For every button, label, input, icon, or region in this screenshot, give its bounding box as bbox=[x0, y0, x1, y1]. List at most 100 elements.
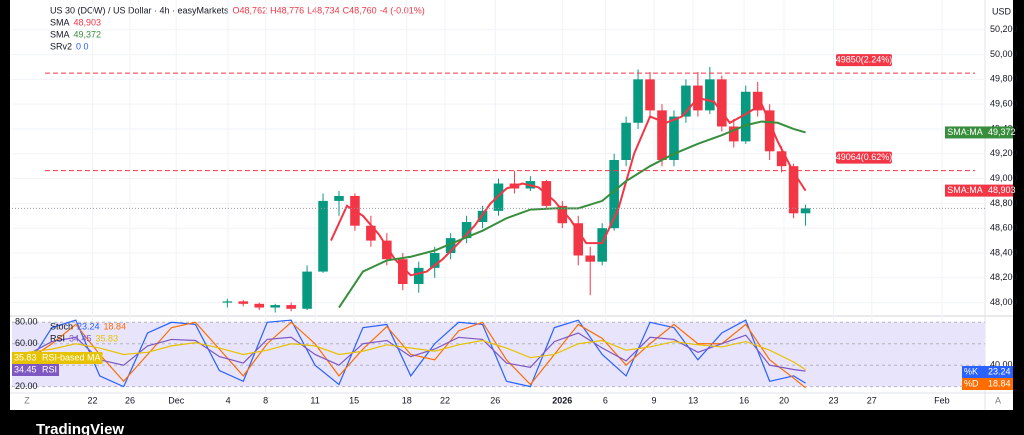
candle-body bbox=[382, 240, 392, 260]
y-tick-label: 49,600 bbox=[990, 99, 1018, 109]
ohlc-value: O48,762 bbox=[233, 5, 268, 15]
x-tick-label: 26 bbox=[490, 395, 500, 405]
candle-body bbox=[429, 252, 440, 268]
x-tick-label: 22 bbox=[440, 395, 450, 405]
sma-price: 49,372 bbox=[988, 127, 1016, 137]
level-label: 49850(2.24%) bbox=[836, 55, 893, 65]
candle-body bbox=[728, 126, 739, 142]
y-tick-label: 49,000 bbox=[990, 173, 1018, 183]
sma-line bbox=[330, 96, 807, 277]
x-tick-label: 4 bbox=[226, 395, 231, 405]
series-tag-box bbox=[40, 352, 103, 364]
candle-body bbox=[445, 238, 456, 253]
x-tick-label: 20 bbox=[779, 395, 789, 405]
legend-value: 0 0 bbox=[76, 41, 89, 51]
legend-name: Stoch bbox=[50, 321, 73, 331]
y-tick-label: 49,200 bbox=[990, 148, 1018, 158]
series-tag: %D bbox=[964, 378, 979, 388]
candle-body bbox=[366, 225, 376, 241]
candle-body bbox=[752, 91, 763, 111]
series-tag: RSI-based MA bbox=[42, 352, 101, 362]
x-tick-label: 15 bbox=[349, 395, 359, 405]
value-box-label: 34.45 bbox=[14, 364, 37, 374]
brand: TradingView bbox=[36, 421, 124, 435]
candle-body bbox=[585, 255, 596, 262]
candle-body bbox=[254, 303, 265, 308]
series-tag-box bbox=[962, 366, 985, 378]
legend-value: 23.24 bbox=[77, 321, 100, 331]
x-tick-label: Dec bbox=[168, 395, 185, 405]
x-tick-label: 27 bbox=[867, 395, 877, 405]
y-tick-label: 80.00 bbox=[15, 317, 38, 327]
timezone-button[interactable]: Z bbox=[24, 395, 30, 405]
series-tag-box bbox=[962, 378, 985, 390]
series-tag: %K bbox=[964, 366, 978, 376]
legend-value: 18.84 bbox=[104, 321, 127, 331]
indicator-line bbox=[27, 339, 806, 371]
y-tick-label: 50,200 bbox=[990, 24, 1018, 34]
auto-button[interactable]: A bbox=[995, 395, 1001, 405]
candle-body bbox=[334, 195, 344, 201]
x-tick-label: 18 bbox=[402, 395, 412, 405]
candle-body bbox=[669, 116, 679, 160]
candle-body bbox=[477, 210, 488, 222]
y-tick-label: 48,400 bbox=[990, 247, 1018, 257]
candle-body bbox=[398, 259, 408, 284]
value-box-label: 23.24 bbox=[988, 366, 1011, 376]
legend-value: 48,903 bbox=[74, 17, 102, 27]
y-tick-label: 49,800 bbox=[990, 74, 1018, 84]
candle-body bbox=[633, 79, 643, 123]
currency: USD bbox=[992, 6, 1012, 16]
indicator-line bbox=[27, 332, 806, 372]
candle-body bbox=[573, 223, 584, 256]
candle-body bbox=[597, 228, 607, 262]
sma-price: 48,903 bbox=[988, 185, 1016, 195]
legend-value: 49,372 bbox=[74, 29, 102, 39]
y-tick-label: 20.00 bbox=[15, 381, 38, 391]
legend-name: SRv2 bbox=[50, 41, 72, 51]
symbol-title: US 30 (DOW) / US Dollar · 4h · easyMarke… bbox=[50, 5, 229, 15]
x-tick-label: 22 bbox=[88, 395, 98, 405]
value-box bbox=[985, 378, 1013, 390]
x-tick-label: 11 bbox=[310, 395, 319, 405]
ohlc-value: L48,734 bbox=[307, 5, 340, 15]
sma-tag: SMA:MA bbox=[947, 127, 983, 137]
ohlc-value: C48,760 bbox=[343, 5, 377, 15]
legend-value: 35.83 bbox=[96, 333, 119, 343]
sma-tag-box bbox=[945, 184, 985, 197]
y-tick-label: 48,200 bbox=[990, 272, 1018, 282]
y-tick-label: 50,000 bbox=[990, 49, 1018, 59]
value-box-label: 35.83 bbox=[14, 352, 37, 362]
candle-body bbox=[286, 305, 296, 309]
candle-body bbox=[657, 110, 667, 160]
value-box bbox=[12, 364, 40, 376]
candle-body bbox=[557, 205, 568, 224]
sma-price-box bbox=[985, 184, 1013, 197]
candle-body bbox=[270, 305, 280, 308]
x-tick-label: 9 bbox=[652, 395, 657, 405]
legend-name: SMA bbox=[50, 29, 70, 39]
candle-body bbox=[788, 166, 799, 214]
level-label: 49064(0.62%) bbox=[836, 152, 893, 162]
y-tick-label: 60.00 bbox=[15, 338, 38, 348]
value-box-label: 18.84 bbox=[988, 378, 1011, 388]
series-tag: RSI bbox=[42, 364, 57, 374]
legend-name: SMA bbox=[50, 17, 70, 27]
candle-body bbox=[705, 79, 715, 111]
candle-body bbox=[717, 79, 727, 127]
candle-body bbox=[609, 159, 619, 229]
x-tick-label: 23 bbox=[828, 395, 838, 405]
sma-price-box bbox=[985, 126, 1013, 139]
y-tick-label: 40.00 bbox=[990, 360, 1013, 370]
candle-body bbox=[645, 79, 655, 111]
candle-body bbox=[461, 221, 472, 239]
candle-body bbox=[776, 151, 787, 167]
sma-tag: SMA:MA bbox=[947, 185, 983, 195]
x-tick-label: 16 bbox=[739, 395, 749, 405]
candle-body bbox=[740, 91, 751, 142]
x-tick-label: 6 bbox=[603, 395, 608, 405]
candle-body bbox=[800, 208, 811, 214]
candle-body bbox=[302, 271, 312, 309]
